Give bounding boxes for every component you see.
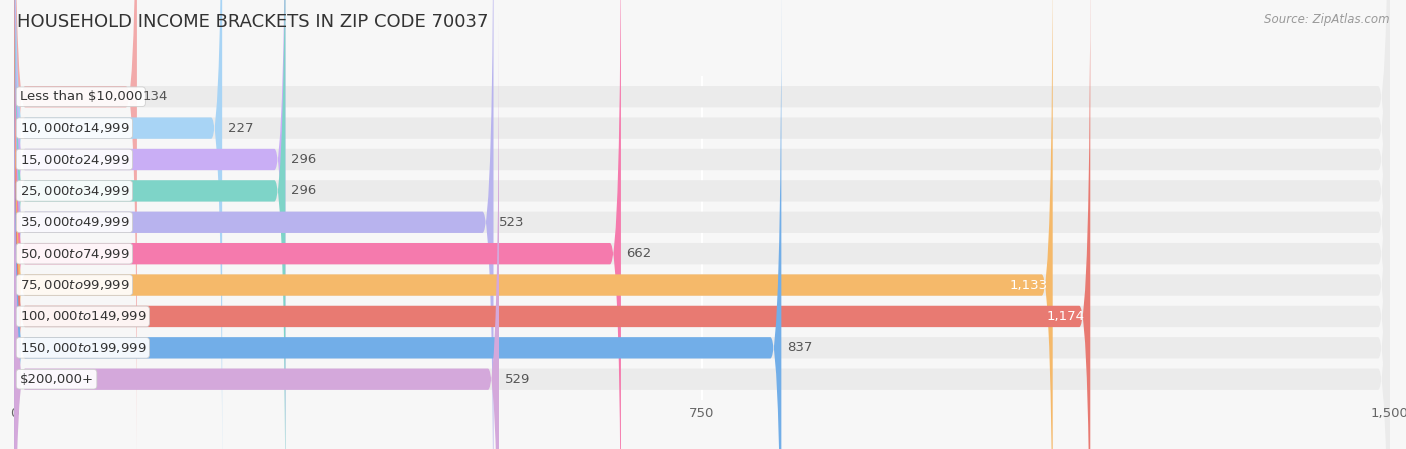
FancyBboxPatch shape: [14, 0, 222, 449]
FancyBboxPatch shape: [14, 0, 1389, 449]
Text: $50,000 to $74,999: $50,000 to $74,999: [20, 247, 129, 261]
FancyBboxPatch shape: [14, 0, 1389, 449]
Text: $15,000 to $24,999: $15,000 to $24,999: [20, 153, 129, 167]
Text: $35,000 to $49,999: $35,000 to $49,999: [20, 215, 129, 229]
Text: $150,000 to $199,999: $150,000 to $199,999: [20, 341, 146, 355]
FancyBboxPatch shape: [14, 0, 1389, 449]
FancyBboxPatch shape: [14, 0, 621, 449]
Text: 1,174: 1,174: [1047, 310, 1085, 323]
Text: 1,133: 1,133: [1010, 278, 1047, 291]
FancyBboxPatch shape: [14, 0, 1389, 449]
Text: $10,000 to $14,999: $10,000 to $14,999: [20, 121, 129, 135]
Text: 296: 296: [291, 185, 316, 198]
FancyBboxPatch shape: [14, 0, 1389, 449]
Text: 529: 529: [505, 373, 530, 386]
FancyBboxPatch shape: [14, 0, 1053, 449]
Text: Less than $10,000: Less than $10,000: [20, 90, 142, 103]
Text: 837: 837: [787, 341, 813, 354]
FancyBboxPatch shape: [14, 0, 136, 449]
FancyBboxPatch shape: [14, 0, 1389, 449]
Text: 662: 662: [627, 247, 651, 260]
FancyBboxPatch shape: [14, 0, 285, 449]
Text: $25,000 to $34,999: $25,000 to $34,999: [20, 184, 129, 198]
Text: $100,000 to $149,999: $100,000 to $149,999: [20, 309, 146, 323]
FancyBboxPatch shape: [14, 0, 494, 449]
Text: Source: ZipAtlas.com: Source: ZipAtlas.com: [1264, 13, 1389, 26]
FancyBboxPatch shape: [14, 0, 1389, 449]
Text: 134: 134: [142, 90, 167, 103]
FancyBboxPatch shape: [14, 0, 1389, 449]
FancyBboxPatch shape: [14, 0, 285, 449]
FancyBboxPatch shape: [14, 0, 782, 449]
Text: 523: 523: [499, 216, 524, 229]
Text: $200,000+: $200,000+: [20, 373, 94, 386]
FancyBboxPatch shape: [14, 13, 1389, 449]
FancyBboxPatch shape: [14, 0, 1090, 449]
Text: 296: 296: [291, 153, 316, 166]
Text: $75,000 to $99,999: $75,000 to $99,999: [20, 278, 129, 292]
FancyBboxPatch shape: [14, 13, 499, 449]
Text: 227: 227: [228, 122, 253, 135]
Text: HOUSEHOLD INCOME BRACKETS IN ZIP CODE 70037: HOUSEHOLD INCOME BRACKETS IN ZIP CODE 70…: [17, 13, 488, 31]
FancyBboxPatch shape: [14, 0, 1389, 449]
